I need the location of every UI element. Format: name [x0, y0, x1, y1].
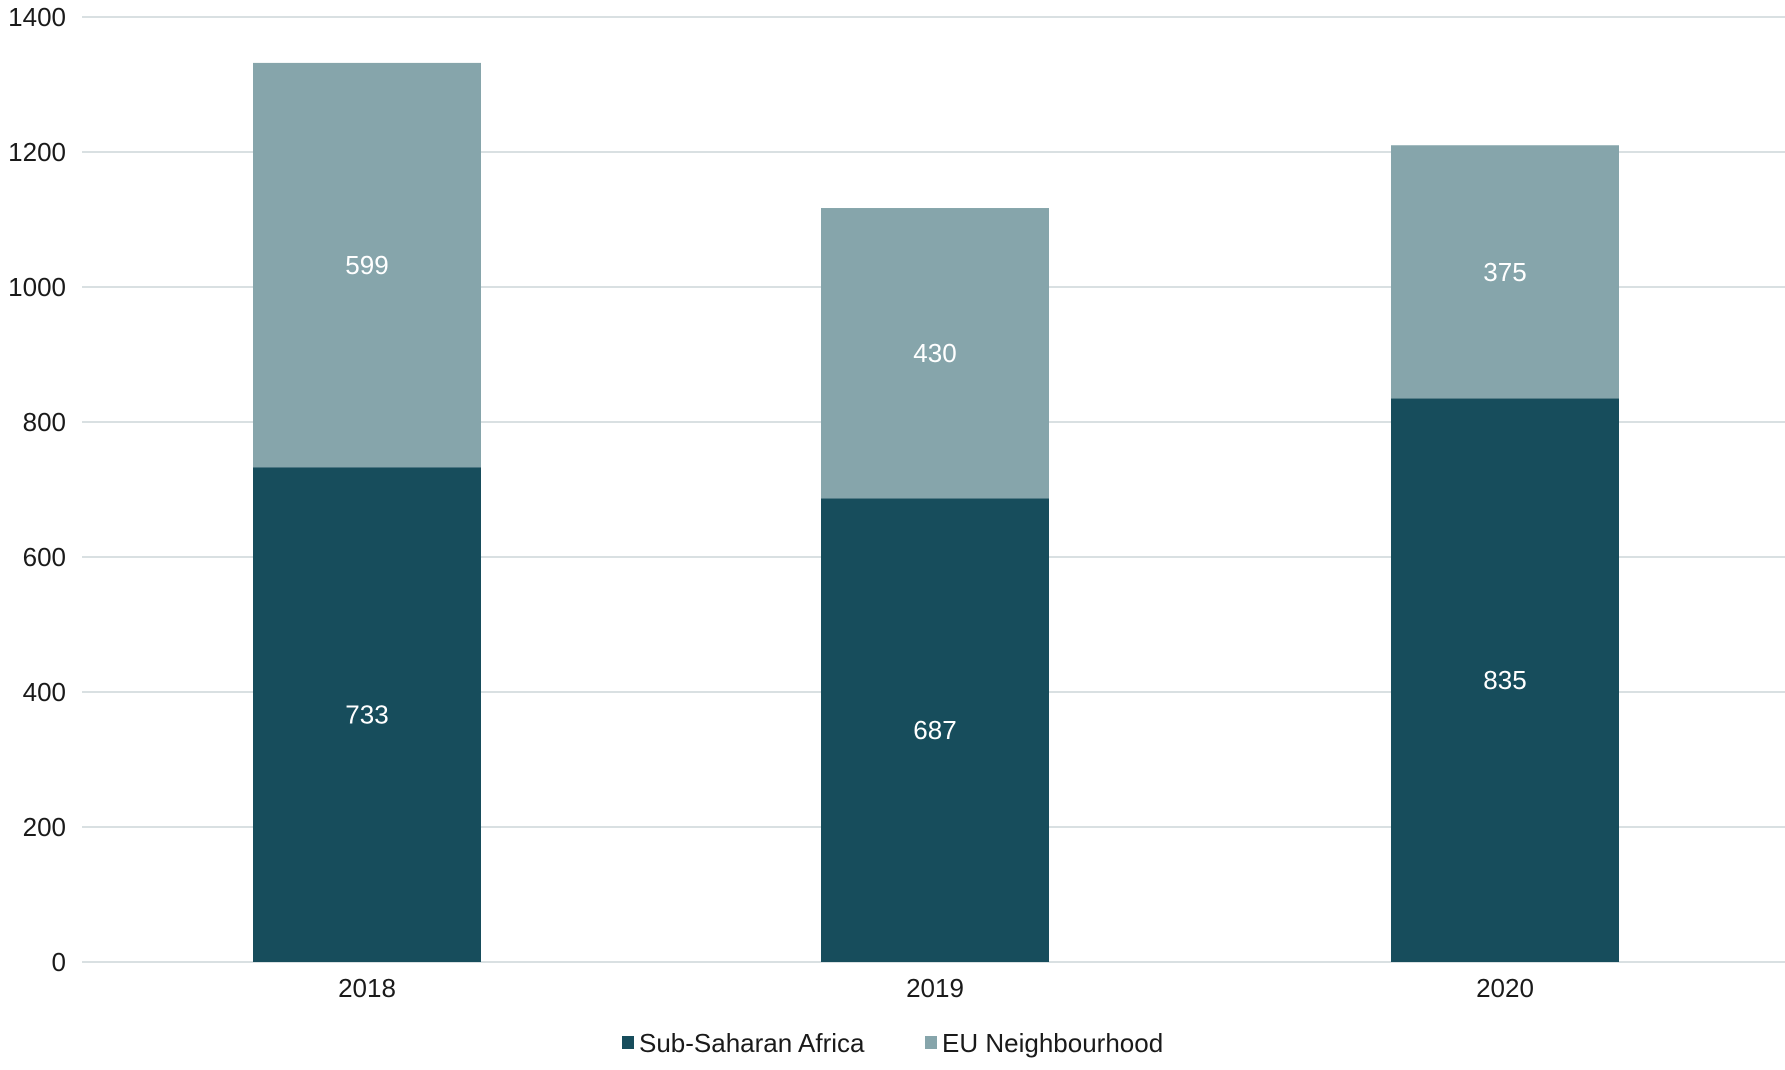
data-label: 599 [345, 250, 388, 280]
x-tick-label: 2019 [906, 973, 964, 1003]
data-label: 835 [1483, 665, 1526, 695]
data-label: 430 [913, 338, 956, 368]
data-label: 375 [1483, 257, 1526, 287]
legend-label: EU Neighbourhood [942, 1028, 1163, 1058]
y-tick-label: 800 [23, 407, 66, 437]
y-tick-label: 1000 [8, 272, 66, 302]
y-tick-label: 1400 [8, 2, 66, 32]
bar-segment-2019-sub-saharan-africa [821, 498, 1049, 962]
legend-swatch [622, 1036, 634, 1049]
data-label: 733 [345, 700, 388, 730]
bar-segment-2018-sub-saharan-africa [253, 467, 481, 962]
y-tick-label: 600 [23, 542, 66, 572]
y-tick-label: 1200 [8, 137, 66, 167]
y-axis-ticks: 0 200 400 600 800 1000 1200 1400 [8, 2, 66, 977]
legend: Sub-Saharan Africa EU Neighbourhood [622, 1028, 1163, 1058]
y-tick-label: 0 [52, 947, 66, 977]
bar-segment-2018-eu-neighbourhood [253, 62, 481, 468]
bar-segment-2019-eu-neighbourhood [821, 208, 1049, 499]
bar-segment-2020-sub-saharan-africa [1391, 398, 1619, 962]
x-tick-label: 2020 [1476, 973, 1534, 1003]
x-axis-ticks: 2018 2019 2020 [338, 973, 1534, 1003]
bars: 733 599 687 430 835 375 [253, 62, 1619, 962]
x-tick-label: 2018 [338, 973, 396, 1003]
legend-label: Sub-Saharan Africa [639, 1028, 865, 1058]
y-tick-label: 200 [23, 812, 66, 842]
legend-swatch [925, 1036, 937, 1049]
y-tick-label: 400 [23, 677, 66, 707]
data-label: 687 [913, 715, 956, 745]
bar-segment-2020-eu-neighbourhood [1391, 145, 1619, 399]
